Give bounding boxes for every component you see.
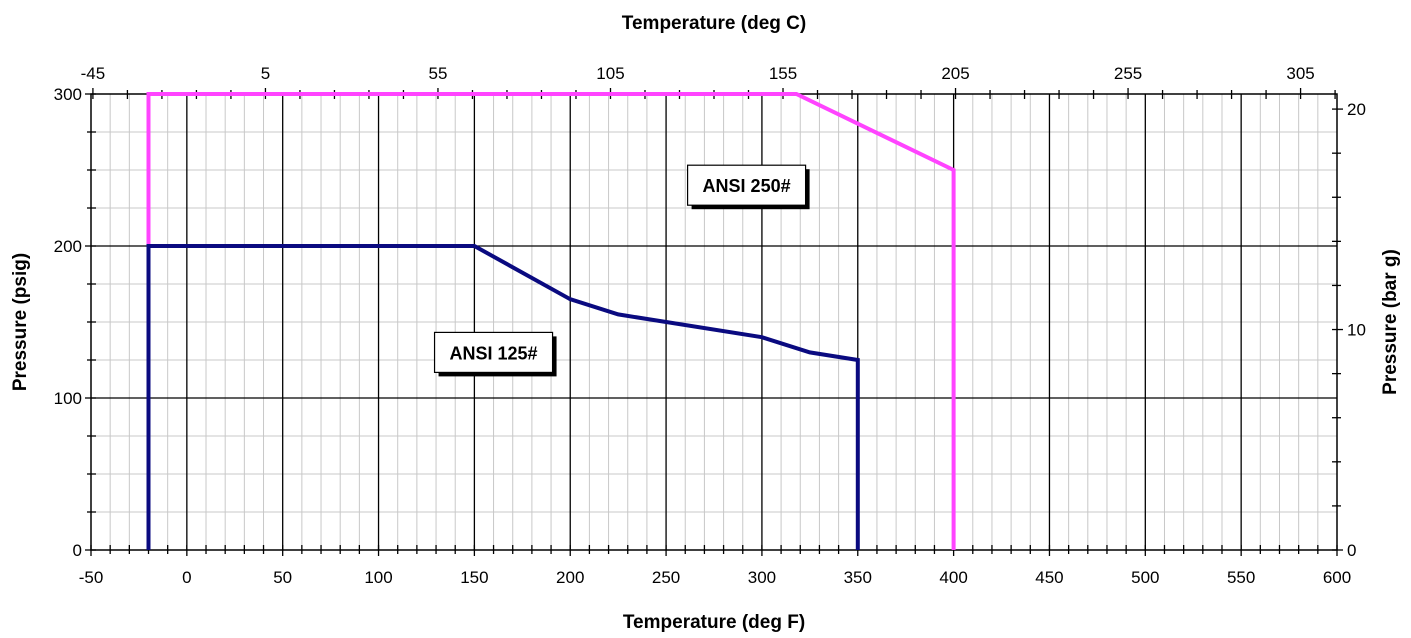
grid [91,94,1337,550]
x2-axis-title: Temperature (deg C) [622,13,806,34]
x2-tick-label: 255 [1114,64,1142,83]
y-axis-title: Pressure (psig) [10,253,31,391]
x2-tick-label: 155 [769,64,797,83]
x-tick-label: 100 [364,568,392,587]
y-tick-label: 100 [54,389,82,408]
x-tick-label: 450 [1035,568,1063,587]
x-tick-label: 150 [460,568,488,587]
annotation-label: ANSI 250# [688,165,810,209]
y2-tick-label: 20 [1347,100,1366,119]
x2-tick-label: -45 [81,64,106,83]
x-tick-label: 50 [273,568,292,587]
x-tick-label: 600 [1323,568,1351,587]
y2-tick-label: 10 [1347,321,1366,340]
y-tick-label: 300 [54,85,82,104]
x-tick-label: 350 [844,568,872,587]
x-tick-label: 550 [1227,568,1255,587]
x-tick-label: 300 [748,568,776,587]
x-tick-label: 400 [939,568,967,587]
x-tick-label: 250 [652,568,680,587]
y2-axis-title: Pressure (bar g) [1380,249,1401,395]
x2-tick-label: 55 [429,64,448,83]
x2-tick-label: 305 [1286,64,1314,83]
annotation-text: ANSI 250# [703,176,791,196]
annotation-label: ANSI 125# [435,332,557,376]
x-tick-label: 0 [182,568,191,587]
x-tick-label: 200 [556,568,584,587]
annotations: ANSI 250# ANSI 125# [435,165,810,376]
x2-tick-label: 105 [596,64,624,83]
y-tick-label: 200 [54,237,82,256]
x-tick-label: -50 [79,568,104,587]
y2-tick-label: 0 [1347,541,1356,560]
x-tick-label: 500 [1131,568,1159,587]
x2-tick-label: 5 [261,64,270,83]
tick-labels: -50 0 50 100 150 200 250 300 350 400 450 500 550 6000… [54,64,1366,587]
x2-tick-label: 205 [941,64,969,83]
x-axis-title: Temperature (deg F) [623,612,805,633]
axis-titles: Temperature (deg C) Temperature (deg F) … [10,13,1401,633]
annotation-text: ANSI 125# [450,343,538,363]
y-tick-label: 0 [73,541,82,560]
